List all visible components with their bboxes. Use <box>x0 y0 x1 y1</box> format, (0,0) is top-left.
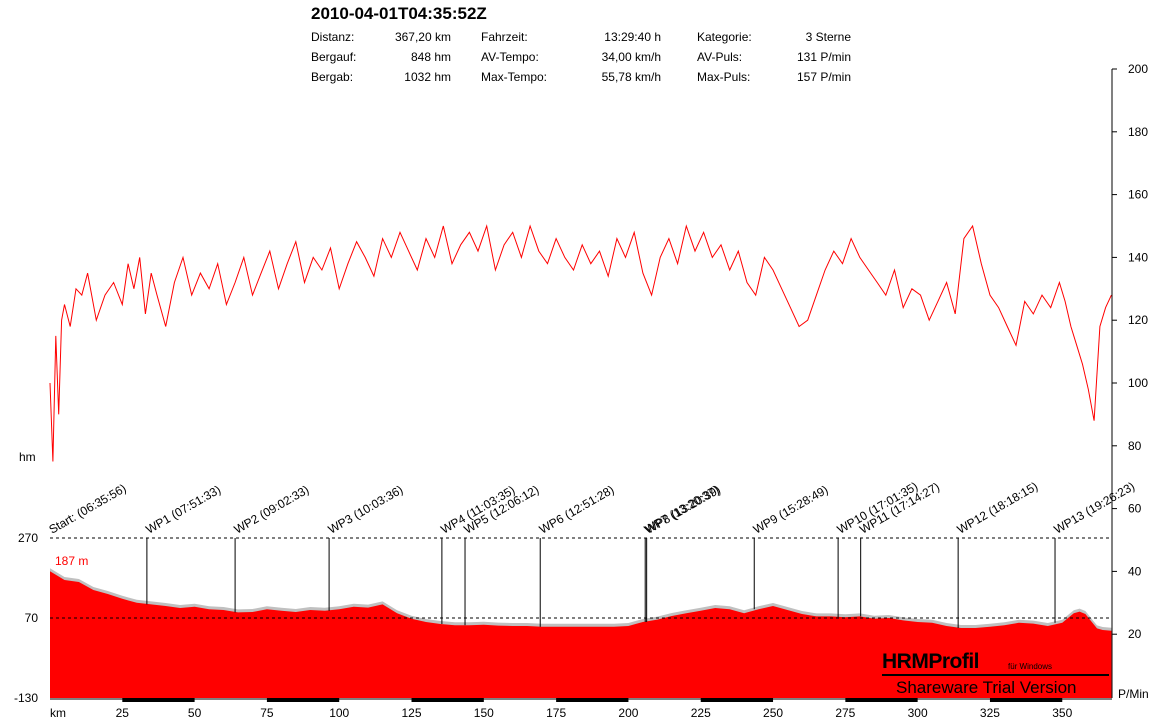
x-axis-tick-label: 350 <box>1052 706 1072 720</box>
stat-value-av-tempo: 34,00 km/h <box>601 50 661 64</box>
elevation-area <box>50 571 1112 698</box>
x-axis-tick-label: 250 <box>763 706 783 720</box>
right-axis-tick-label: 140 <box>1128 250 1148 264</box>
stat-value-bergauf: 848 hm <box>410 50 451 64</box>
left-axis-tick-label: 270 <box>18 531 38 545</box>
right-axis-tick-label: 20 <box>1128 627 1142 641</box>
x-axis-tick-label: 225 <box>691 706 711 720</box>
x-axis-segment <box>411 698 484 702</box>
stat-label-av-tempo: AV-Tempo: <box>481 50 539 64</box>
right-axis-tick-label: 120 <box>1128 313 1148 327</box>
x-axis-segment <box>845 698 918 702</box>
x-axis-tick-label: 125 <box>402 706 422 720</box>
left-axis-tick-label: -130 <box>14 691 38 705</box>
right-axis-tick-label: 60 <box>1128 502 1142 516</box>
stat-label-fahrzeit: Fahrzeit: <box>481 30 528 44</box>
elevation-marker-label: 187 m <box>55 554 88 568</box>
stat-value-kategorie: 3 Sterne <box>805 30 851 44</box>
right-axis-label: P/Min <box>1118 687 1149 701</box>
left-axis-tick-label: 70 <box>25 611 39 625</box>
x-axis-tick-label: 25 <box>116 706 130 720</box>
right-axis-tick-label: 200 <box>1128 62 1148 76</box>
waypoint-label: WP1 (07:51:33) <box>143 482 223 536</box>
stat-value-av-puls: 131 P/min <box>796 50 851 64</box>
stat-value-bergab: 1032 hm <box>404 70 451 84</box>
x-axis-tick-label: 325 <box>980 706 1000 720</box>
x-axis-tick-label: 100 <box>329 706 349 720</box>
waypoint-label: Start: (06:35:56) <box>47 481 129 536</box>
waypoint-label: WP12 (18:18:15) <box>955 479 1041 536</box>
waypoint-label: WP6 (12:51:28) <box>537 482 617 536</box>
x-axis-tick-label: 75 <box>260 706 274 720</box>
x-axis-segment <box>989 698 1063 702</box>
x-axis-segment <box>700 698 774 702</box>
stat-label-distanz: Distanz: <box>311 30 355 44</box>
right-axis-tick-label: 40 <box>1128 564 1142 578</box>
logo-main-text: HRMProfil <box>882 650 980 673</box>
stat-label-kategorie: Kategorie: <box>697 30 752 44</box>
x-axis-tick-label: 50 <box>188 706 202 720</box>
x-axis-tick-label: 300 <box>908 706 928 720</box>
logo-underline <box>882 674 1109 676</box>
x-axis-tick-label: 175 <box>546 706 566 720</box>
waypoint-label: WP2 (09:02:33) <box>232 482 312 536</box>
stat-label-max-puls: Max-Puls: <box>697 70 751 84</box>
stat-label-bergauf: Bergauf: <box>311 50 357 64</box>
x-axis-label: km <box>50 706 66 720</box>
x-axis-tick-label: 275 <box>835 706 855 720</box>
stat-value-fahrzeit: 13:29:40 h <box>604 30 661 44</box>
chart-title: 2010-04-01T04:35:52Z <box>311 4 487 23</box>
right-axis-tick-label: 180 <box>1128 125 1148 139</box>
logo-small-text: für Windows <box>1008 662 1053 671</box>
waypoint-label: WP13 (19:26:23) <box>1052 479 1138 536</box>
stat-value-max-puls: 157 P/min <box>796 70 851 84</box>
waypoint-label: WP3 (10:03:36) <box>326 482 406 536</box>
stat-value-max-tempo: 55,78 km/h <box>601 70 661 84</box>
heart-rate-line <box>49 224 1112 462</box>
x-axis-segment <box>266 698 340 702</box>
waypoint-label: WP9 (15:28:49) <box>751 482 831 536</box>
stat-label-bergab: Bergab: <box>311 70 354 84</box>
left-axis-label: hm <box>19 450 36 464</box>
right-axis-tick-label: 80 <box>1128 439 1142 453</box>
right-axis-tick-label: 160 <box>1128 188 1148 202</box>
logo-trial-text: Shareware Trial Version <box>896 678 1077 697</box>
stat-label-av-puls: AV-Puls: <box>697 50 743 64</box>
stat-label-max-tempo: Max-Tempo: <box>481 70 548 84</box>
x-axis-segment <box>556 698 629 702</box>
x-axis-segment <box>122 698 195 702</box>
x-axis-tick-label: 200 <box>618 706 638 720</box>
hrmprofil-logo: HRMProfil für Windows Shareware Trial Ve… <box>882 650 1112 700</box>
stat-value-distanz: 367,20 km <box>394 30 451 44</box>
right-axis-tick-label: 100 <box>1128 376 1148 390</box>
x-axis-tick-label: 150 <box>474 706 494 720</box>
waypoint-label: WP8 (13:20:39) <box>643 482 723 536</box>
